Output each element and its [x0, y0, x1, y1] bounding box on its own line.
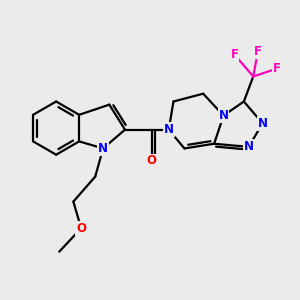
Text: F: F [273, 62, 281, 75]
Text: N: N [244, 140, 254, 153]
Text: O: O [147, 154, 157, 167]
Text: F: F [230, 48, 238, 61]
Text: F: F [254, 45, 262, 58]
Text: N: N [98, 142, 108, 155]
Text: N: N [164, 123, 174, 136]
Text: O: O [76, 222, 86, 235]
Text: N: N [218, 109, 229, 122]
Text: N: N [258, 117, 268, 130]
